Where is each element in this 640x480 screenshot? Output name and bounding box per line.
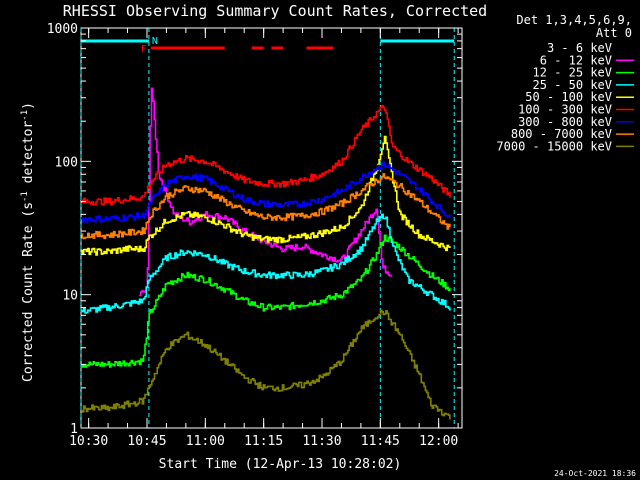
y-axis: 1 10 100 1000 <box>47 22 462 437</box>
y-tick-label-2: 100 <box>55 155 78 170</box>
x-tick-label-2: 11:00 <box>186 434 225 449</box>
y-tick-label-0: 1 <box>70 422 78 437</box>
series-line-4 <box>81 135 451 256</box>
series-line-5 <box>81 104 451 206</box>
y-axis-label: Corrected Count Rate (s-1 detector-1) <box>20 102 36 382</box>
legend-entry-label-6: 300 - 800 keV <box>518 115 612 129</box>
legend-entry-label-7: 800 - 7000 keV <box>511 127 612 141</box>
x-tick-label-4: 11:30 <box>302 434 341 449</box>
y-tick-label-3: 1000 <box>47 22 78 37</box>
x-axis-label: Start Time (12-Apr-13 10:28:02) <box>159 457 402 472</box>
x-tick-label-1: 10:45 <box>127 434 166 449</box>
footer-timestamp: 24-Oct-2021 18:36 <box>554 469 636 478</box>
legend-entry-label-0: 3 - 6 keV <box>547 41 612 55</box>
legend-entry-label-2: 12 - 25 keV <box>533 66 612 80</box>
legend-header-1: Det 1,3,4,5,6,9, <box>516 13 632 27</box>
chart-title: RHESSI Observing Summary Count Rates, Co… <box>63 2 487 20</box>
x-tick-label-3: 11:15 <box>244 434 283 449</box>
series-line-8 <box>81 309 451 420</box>
x-tick-label-6: 12:00 <box>419 434 458 449</box>
series-line-6 <box>81 160 451 223</box>
flare-flag-label: F <box>141 44 147 55</box>
series-line-7 <box>81 173 451 240</box>
legend-entry-label-3: 25 - 50 keV <box>533 78 612 92</box>
legend-entry-label-4: 50 - 100 keV <box>525 90 612 104</box>
legend-header-2: Att 0 <box>596 26 632 40</box>
x-tick-label-5: 11:45 <box>361 434 400 449</box>
legend-entry-label-1: 6 - 12 keV <box>540 53 612 67</box>
x-tick-label-0: 10:30 <box>69 434 108 449</box>
legend-entry-label-5: 100 - 300 keV <box>518 103 612 117</box>
y-tick-label-1: 10 <box>62 289 78 304</box>
series-line-3 <box>81 213 451 314</box>
night-flag-label: N <box>152 36 158 47</box>
plot-area: FN <box>80 27 463 429</box>
x-axis: 10:30 10:45 11:00 11:15 11:30 11:45 12:00 <box>69 28 459 449</box>
legend-entry-label-8: 7000 - 15000 keV <box>496 139 612 153</box>
